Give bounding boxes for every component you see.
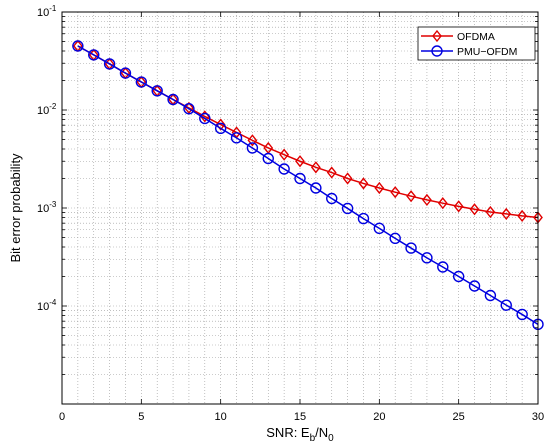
- y-tick-label: 10-4: [37, 298, 57, 313]
- data-point-pmu-ofdm: [88, 49, 100, 61]
- x-tick-label: 25: [453, 411, 465, 423]
- x-tick-label: 15: [294, 411, 306, 423]
- legend-label-ofdma: OFDMA: [457, 31, 495, 43]
- ticks: 0 5 10 15 20 25 30 10-1 10-2 10-3 10-4: [37, 4, 544, 423]
- legend-marker-ofdma: [432, 29, 442, 43]
- data-point-pmu-ofdm: [278, 163, 290, 175]
- x-tick-label: 30: [532, 411, 544, 423]
- legend-marker-pmu-ofdm: [431, 45, 443, 57]
- data-point-pmu-ofdm: [421, 252, 433, 264]
- data-point-pmu-ofdm: [341, 202, 354, 215]
- data-point-pmu-ofdm: [389, 232, 401, 245]
- data-point-ofdma: [358, 177, 369, 190]
- y-axis-label: Bit error probability: [8, 153, 23, 263]
- data-point-pmu-ofdm: [214, 122, 227, 135]
- x-axis-label-slash: /N: [315, 425, 328, 440]
- data-point-ofdma: [295, 155, 305, 168]
- data-point-pmu-ofdm: [294, 172, 306, 185]
- grid: [62, 12, 538, 404]
- data-point-pmu-ofdm: [230, 132, 243, 144]
- data-point-ofdma: [342, 172, 353, 185]
- data-point-pmu-ofdm: [151, 85, 163, 97]
- legend: OFDMA PMU−OFDM: [417, 26, 536, 61]
- data-point-ofdma: [406, 190, 416, 203]
- data-point-ofdma: [517, 209, 528, 223]
- data-point-ofdma: [215, 118, 226, 131]
- data-point-ofdma: [279, 148, 290, 161]
- legend-label-pmu-ofdm: PMU−OFDM: [457, 46, 517, 58]
- data-point-pmu-ofdm: [167, 93, 179, 106]
- series-pmu-ofdm: [72, 40, 544, 331]
- data-point-pmu-ofdm: [310, 182, 322, 194]
- data-point-ofdma: [422, 193, 432, 207]
- series-layer: [72, 39, 544, 331]
- y-tick-label: 10-3: [37, 200, 57, 215]
- x-tick-label: 0: [59, 411, 65, 423]
- data-point-pmu-ofdm: [262, 152, 274, 165]
- x-tick-label: 10: [215, 411, 227, 423]
- data-point-pmu-ofdm: [373, 222, 386, 235]
- data-point-pmu-ofdm: [199, 112, 211, 125]
- data-point-pmu-ofdm: [484, 289, 497, 302]
- data-point-pmu-ofdm: [357, 212, 370, 225]
- data-point-ofdma: [469, 203, 480, 216]
- data-point-pmu-ofdm: [468, 280, 481, 292]
- data-point-pmu-ofdm: [437, 261, 449, 273]
- x-axis-label: SNR: Eb/N0: [266, 425, 334, 444]
- data-point-pmu-ofdm: [183, 103, 195, 115]
- series-line-pmu-ofdm: [77, 45, 539, 325]
- data-point-pmu-ofdm: [72, 40, 84, 52]
- data-point-ofdma: [326, 166, 337, 179]
- data-point-ofdma: [437, 197, 448, 210]
- data-point-pmu-ofdm: [326, 192, 338, 205]
- y-tick-label: 10-1: [37, 4, 57, 19]
- x-tick-label: 5: [138, 411, 144, 423]
- data-point-ofdma: [247, 134, 258, 147]
- data-point-ofdma: [184, 101, 194, 115]
- x-axis-label-main: SNR: E: [266, 425, 310, 440]
- data-point-pmu-ofdm: [516, 308, 528, 321]
- data-point-ofdma: [453, 200, 464, 213]
- data-point-ofdma: [374, 181, 385, 195]
- data-point-ofdma: [390, 186, 401, 199]
- data-point-pmu-ofdm: [452, 270, 465, 283]
- data-point-ofdma: [501, 207, 512, 221]
- y-tick-label: 10-2: [37, 102, 57, 117]
- data-point-pmu-ofdm: [246, 142, 259, 154]
- x-axis-label-sub1: b: [310, 433, 316, 444]
- data-point-pmu-ofdm: [500, 299, 512, 311]
- x-axis-label-sub2: 0: [328, 433, 334, 444]
- data-point-ofdma: [485, 205, 496, 219]
- data-point-pmu-ofdm: [119, 67, 132, 79]
- data-point-pmu-ofdm: [405, 242, 417, 254]
- x-tick-label: 20: [373, 411, 385, 423]
- data-point-pmu-ofdm: [135, 76, 148, 88]
- data-point-pmu-ofdm: [103, 58, 116, 70]
- data-point-ofdma: [310, 161, 321, 174]
